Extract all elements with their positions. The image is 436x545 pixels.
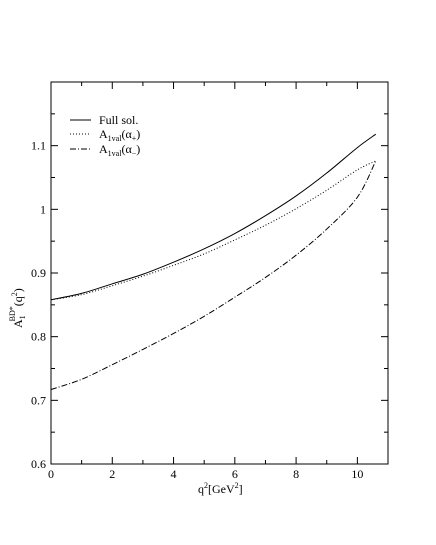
series-lines bbox=[50, 133, 377, 390]
y-tick-label: 0.6 bbox=[31, 457, 46, 471]
series-line-1 bbox=[50, 160, 376, 301]
x-tick-label: 0 bbox=[48, 467, 54, 481]
y-tick-label: 0.7 bbox=[31, 393, 46, 407]
series-line-2 bbox=[50, 160, 377, 390]
y-axis-label: A1BD*(q2) bbox=[8, 288, 27, 328]
legend-label-full-sol: Full sol. bbox=[99, 113, 138, 127]
legend: Full sol. A1val(α+) A1val(α−) bbox=[70, 113, 140, 158]
x-tick-label: 2 bbox=[109, 467, 115, 481]
x-tick-label: 10 bbox=[351, 467, 363, 481]
x-tick-label: 4 bbox=[171, 467, 177, 481]
x-tick-label: 8 bbox=[293, 467, 299, 481]
x-tick-label: 6 bbox=[232, 467, 238, 481]
x-axis-label: q2[GeV2] bbox=[198, 481, 243, 496]
y-tick-label: 1.1 bbox=[31, 139, 46, 153]
series-line-0 bbox=[50, 133, 377, 301]
y-tick-label: 0.8 bbox=[31, 330, 46, 344]
axis-tick-labels: 0 2 4 6 8 10 0.6 0.7 0.8 0.9 1 1.1 bbox=[31, 139, 363, 481]
legend-label-alpha-minus: A1val(α−) bbox=[99, 142, 140, 158]
y-tick-label: 0.9 bbox=[31, 266, 46, 280]
axis-ticks bbox=[50, 81, 389, 465]
y-tick-label: 1 bbox=[40, 202, 46, 216]
legend-label-alpha-plus: A1val(α+) bbox=[99, 127, 140, 143]
